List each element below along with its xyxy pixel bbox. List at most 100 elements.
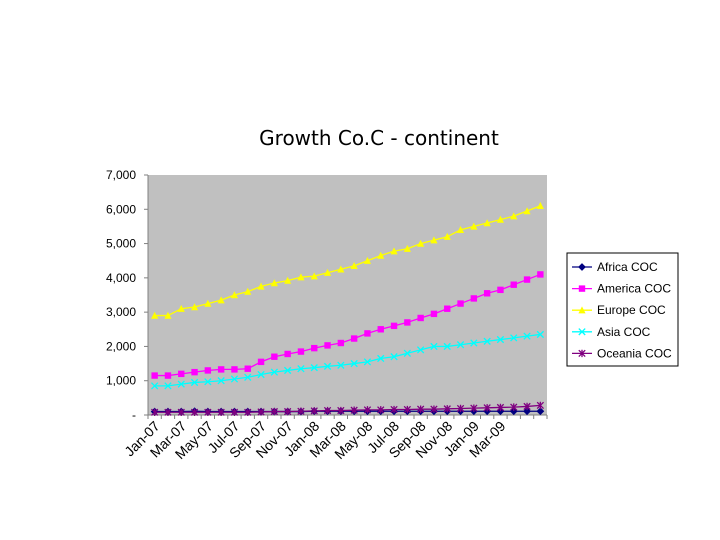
data-point — [337, 339, 345, 347]
data-point — [430, 342, 438, 351]
data-point — [456, 341, 465, 349]
data-point — [270, 407, 279, 416]
series-2 — [151, 202, 544, 319]
data-point — [496, 403, 505, 412]
legend-marker — [578, 306, 586, 314]
data-point — [536, 330, 545, 339]
data-point — [257, 408, 265, 416]
data-point — [204, 367, 212, 374]
data-point — [536, 202, 544, 210]
data-point — [363, 358, 372, 366]
data-point — [443, 342, 451, 351]
data-point — [430, 405, 438, 413]
data-point — [244, 287, 252, 295]
data-point — [523, 402, 531, 411]
data-point — [177, 408, 185, 416]
data-point — [164, 311, 172, 319]
data-point — [310, 272, 318, 280]
data-point — [297, 365, 305, 373]
data-point — [417, 314, 424, 322]
data-point — [470, 295, 478, 302]
data-point — [310, 407, 318, 415]
data-point — [363, 256, 372, 264]
data-point — [443, 405, 451, 413]
data-point — [377, 326, 384, 333]
legend-label: America COC — [597, 282, 671, 296]
data-point — [390, 405, 398, 414]
legend-item: Africa COC — [572, 260, 658, 274]
data-point — [257, 282, 265, 290]
data-point — [230, 375, 239, 383]
data-point — [297, 407, 305, 415]
data-point — [323, 362, 332, 370]
data-point — [364, 330, 371, 337]
data-point — [283, 366, 292, 375]
legend-label: Asia COC — [597, 325, 651, 339]
data-point — [523, 207, 531, 215]
data-point — [403, 244, 411, 252]
y-axis-ticks: - 1,000 2,000 3,000 4,000 5,000 6,000 7,000 — [106, 168, 148, 422]
data-point — [390, 247, 398, 255]
data-point — [470, 404, 478, 412]
data-point — [483, 290, 491, 297]
legend-label: Africa COC — [597, 260, 658, 274]
data-point — [164, 372, 172, 379]
data-point — [337, 406, 345, 415]
data-point — [536, 407, 545, 416]
data-point — [284, 350, 291, 358]
plot-area — [148, 175, 547, 415]
series-1 — [151, 271, 544, 379]
series-layer — [150, 202, 545, 416]
data-point — [244, 365, 251, 372]
data-point — [164, 382, 172, 390]
series-line — [154, 333, 541, 387]
legend-item: America COC — [572, 282, 671, 296]
data-point — [178, 370, 185, 378]
data-point — [244, 373, 252, 381]
series-4 — [150, 401, 545, 416]
y-tick-label: 4,000 — [106, 271, 136, 285]
data-point — [496, 215, 505, 223]
data-point — [483, 337, 491, 345]
data-point — [230, 408, 239, 416]
legend-marker — [578, 285, 586, 292]
data-point — [417, 239, 425, 247]
data-point — [350, 406, 358, 414]
data-point — [510, 212, 518, 220]
data-point — [257, 370, 265, 379]
data-point — [377, 354, 385, 363]
data-point — [510, 403, 518, 411]
data-point — [164, 408, 172, 416]
chart-title: Growth Co.C - continent — [259, 126, 499, 150]
legend-item: Oceania COC — [572, 346, 672, 360]
y-tick-label: - — [132, 408, 136, 422]
data-point — [284, 276, 292, 284]
data-point — [470, 339, 478, 347]
data-point — [390, 322, 398, 330]
data-point — [496, 335, 505, 344]
data-point — [231, 366, 238, 373]
legend-marker — [578, 349, 586, 358]
legend-item: Asia COC — [572, 325, 651, 339]
data-point — [204, 408, 212, 416]
data-point — [403, 349, 412, 357]
data-point — [350, 335, 358, 342]
data-point — [523, 276, 531, 283]
data-point — [177, 304, 185, 312]
data-point — [323, 406, 332, 415]
legend-label: Oceania COC — [597, 346, 672, 360]
data-point — [217, 408, 225, 416]
data-point — [244, 408, 252, 416]
data-point — [257, 358, 265, 366]
data-point — [150, 408, 159, 416]
data-point — [350, 359, 358, 368]
data-point — [190, 303, 199, 311]
data-point — [416, 405, 425, 413]
legend: Africa COC America COC Europe COC Asia COC O… — [566, 252, 679, 367]
data-point — [430, 310, 438, 318]
y-tick-label: 1,000 — [106, 374, 136, 388]
data-point — [456, 404, 465, 413]
data-point — [204, 378, 212, 386]
data-point — [311, 344, 318, 352]
